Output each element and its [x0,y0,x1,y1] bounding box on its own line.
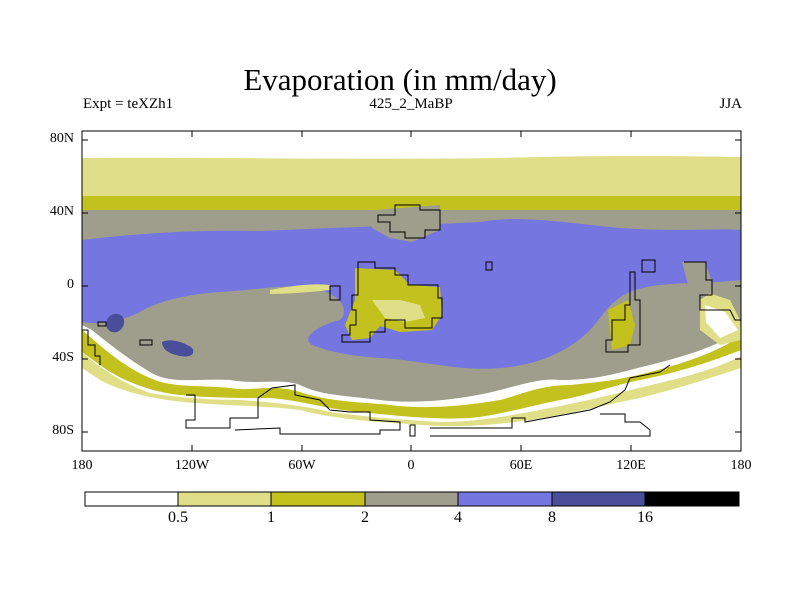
coastline-islands [97,259,656,346]
field-east-grey [682,262,715,300]
colorbar-label-16: 16 [637,509,653,526]
field-pale-equatorial [270,284,330,294]
coastline-south [82,329,671,437]
xlabel-120e: 120E [616,458,646,473]
xlabel-180e: 180 [730,458,752,473]
colorbar-bin-0 [84,491,179,507]
colorbar-bin-6 [644,491,740,507]
colorbar-bin-1 [177,491,272,507]
ylabel-0: 0 [67,277,74,292]
experiment-label: Expt = teXZh1 [83,96,174,112]
ylabel-40n: 40N [49,204,74,219]
colorbar-label-0.5: 0.5 [168,509,188,526]
xlabel-60w: 60W [288,458,316,473]
ylabel-80s: 80S [52,423,74,438]
ylabel-40s: 40S [52,350,74,365]
ylabel-80n: 80N [49,131,74,146]
map-title: Evaporation (in mm/day) [243,62,557,97]
colorbar-bin-2 [270,491,366,507]
field-0.5-1-south [82,352,741,427]
field-north-continent [372,205,440,242]
field-east-continent-white [705,305,738,338]
coastline-africa [341,261,443,343]
colorbar-bin-4 [457,491,553,507]
coastline-far-east [684,261,741,321]
xlabel-60e: 60E [509,458,533,473]
field-1-2-south [82,330,741,419]
field-8-16-west [106,313,125,333]
period-label: 425_2_MaBP [369,96,453,112]
coastline-east [605,271,641,353]
tick-marks [81,131,742,451]
colorbar-bin-3 [364,491,459,507]
xlabel-180w: 180 [71,458,93,473]
map-field [82,131,741,451]
xlabel-120w: 120W [174,458,210,473]
colorbar-label-4: 4 [454,509,462,526]
colorbar-label-8: 8 [548,509,556,526]
field-continent-pale [372,300,425,322]
season-label: JJA [719,96,742,112]
coastline-north [377,204,441,239]
colorbar [84,491,740,507]
colorbar-label-1: 1 [267,509,275,526]
field-east-continent [608,300,635,350]
xlabel-0: 0 [407,458,415,473]
colorbar-label-2: 2 [361,509,369,526]
field-8-16-southwest [162,340,194,357]
coastlines [82,204,741,437]
colorbar-bin-5 [551,491,646,507]
